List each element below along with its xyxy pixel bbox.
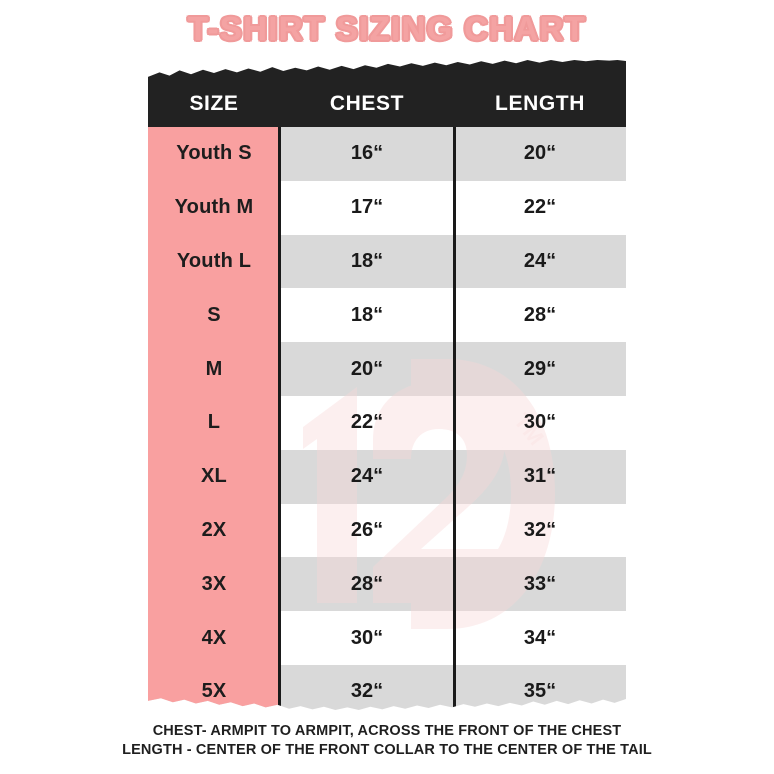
- table-row: XL 24“ 31“: [148, 449, 626, 504]
- table-row: 5X 32“ 35“: [148, 664, 626, 710]
- cell-size: M: [148, 342, 280, 396]
- footer-notes: CHEST- ARMPIT TO ARMPIT, ACROSS THE FRON…: [0, 722, 774, 760]
- table-header-row: SIZE CHEST LENGTH: [148, 60, 626, 127]
- cell-length: 22“: [523, 196, 557, 219]
- cell-length: 30“: [523, 411, 557, 434]
- cell-length: 24“: [523, 249, 557, 272]
- torn-paper-clip: TM SIZE CHEST LENGTH Youth S 16“ 20“ Youth …: [148, 60, 626, 710]
- cell-chest: 32“: [350, 680, 384, 703]
- cell-size: 4X: [148, 611, 280, 665]
- cell-size: Youth M: [148, 180, 280, 235]
- table-body: Youth S 16“ 20“ Youth M 17“ 22“ Youth L 18“ 24“ S…: [148, 127, 626, 710]
- cell-length: 35“: [523, 680, 557, 703]
- column-header-size: SIZE: [189, 92, 239, 115]
- cell-length: 34“: [523, 626, 557, 649]
- cell-size: S: [148, 288, 280, 343]
- cell-chest: 26“: [350, 518, 384, 541]
- cell-length: 33“: [523, 572, 557, 595]
- cell-chest: 28“: [350, 572, 384, 595]
- table-row: Youth M 17“ 22“: [148, 180, 626, 235]
- page-title: T-SHIRT SIZING CHART: [187, 9, 587, 47]
- cell-chest: 16“: [350, 142, 384, 165]
- title-container: T-SHIRT SIZING CHART: [0, 9, 774, 48]
- sizing-table: TM SIZE CHEST LENGTH Youth S 16“ 20“ Youth …: [148, 60, 626, 710]
- cell-size: 2X: [148, 503, 280, 558]
- cell-chest: 17“: [350, 196, 384, 219]
- footer-chest-note: CHEST- ARMPIT TO ARMPIT, ACROSS THE FRON…: [152, 723, 622, 739]
- cell-chest: 20“: [350, 357, 384, 380]
- cell-chest: 24“: [350, 465, 384, 488]
- column-divider-1: [278, 127, 281, 710]
- table-row: 2X 26“ 32“: [148, 503, 626, 558]
- cell-chest: 30“: [350, 626, 384, 649]
- table-row: L 22“ 30“: [148, 395, 626, 450]
- table-row: Youth S 16“ 20“: [148, 127, 626, 181]
- cell-length: 31“: [523, 465, 557, 488]
- table-row: S 18“ 28“: [148, 288, 626, 343]
- cell-size: 3X: [148, 557, 280, 612]
- cell-length: 28“: [523, 303, 557, 326]
- table-row: 3X 28“ 33“: [148, 557, 626, 612]
- cell-size: 5X: [148, 664, 280, 710]
- cell-chest: 18“: [350, 249, 384, 272]
- cell-size: L: [148, 395, 280, 450]
- cell-length: 20“: [523, 142, 557, 165]
- column-header-chest: CHEST: [329, 92, 405, 115]
- column-divider-2: [453, 127, 456, 710]
- table-row: Youth L 18“ 24“: [148, 234, 626, 289]
- table-row: 4X 30“ 34“: [148, 611, 626, 665]
- cell-length: 32“: [523, 518, 557, 541]
- cell-size: Youth S: [148, 127, 280, 181]
- cell-length: 29“: [523, 357, 557, 380]
- table-row: M 20“ 29“: [148, 342, 626, 396]
- cell-chest: 18“: [350, 303, 384, 326]
- footer-length-note: LENGTH - CENTER OF THE FRONT COLLAR TO T…: [122, 742, 652, 758]
- cell-size: Youth L: [148, 234, 280, 289]
- cell-size: XL: [148, 449, 280, 504]
- column-header-length: LENGTH: [495, 92, 585, 115]
- cell-chest: 22“: [350, 411, 384, 434]
